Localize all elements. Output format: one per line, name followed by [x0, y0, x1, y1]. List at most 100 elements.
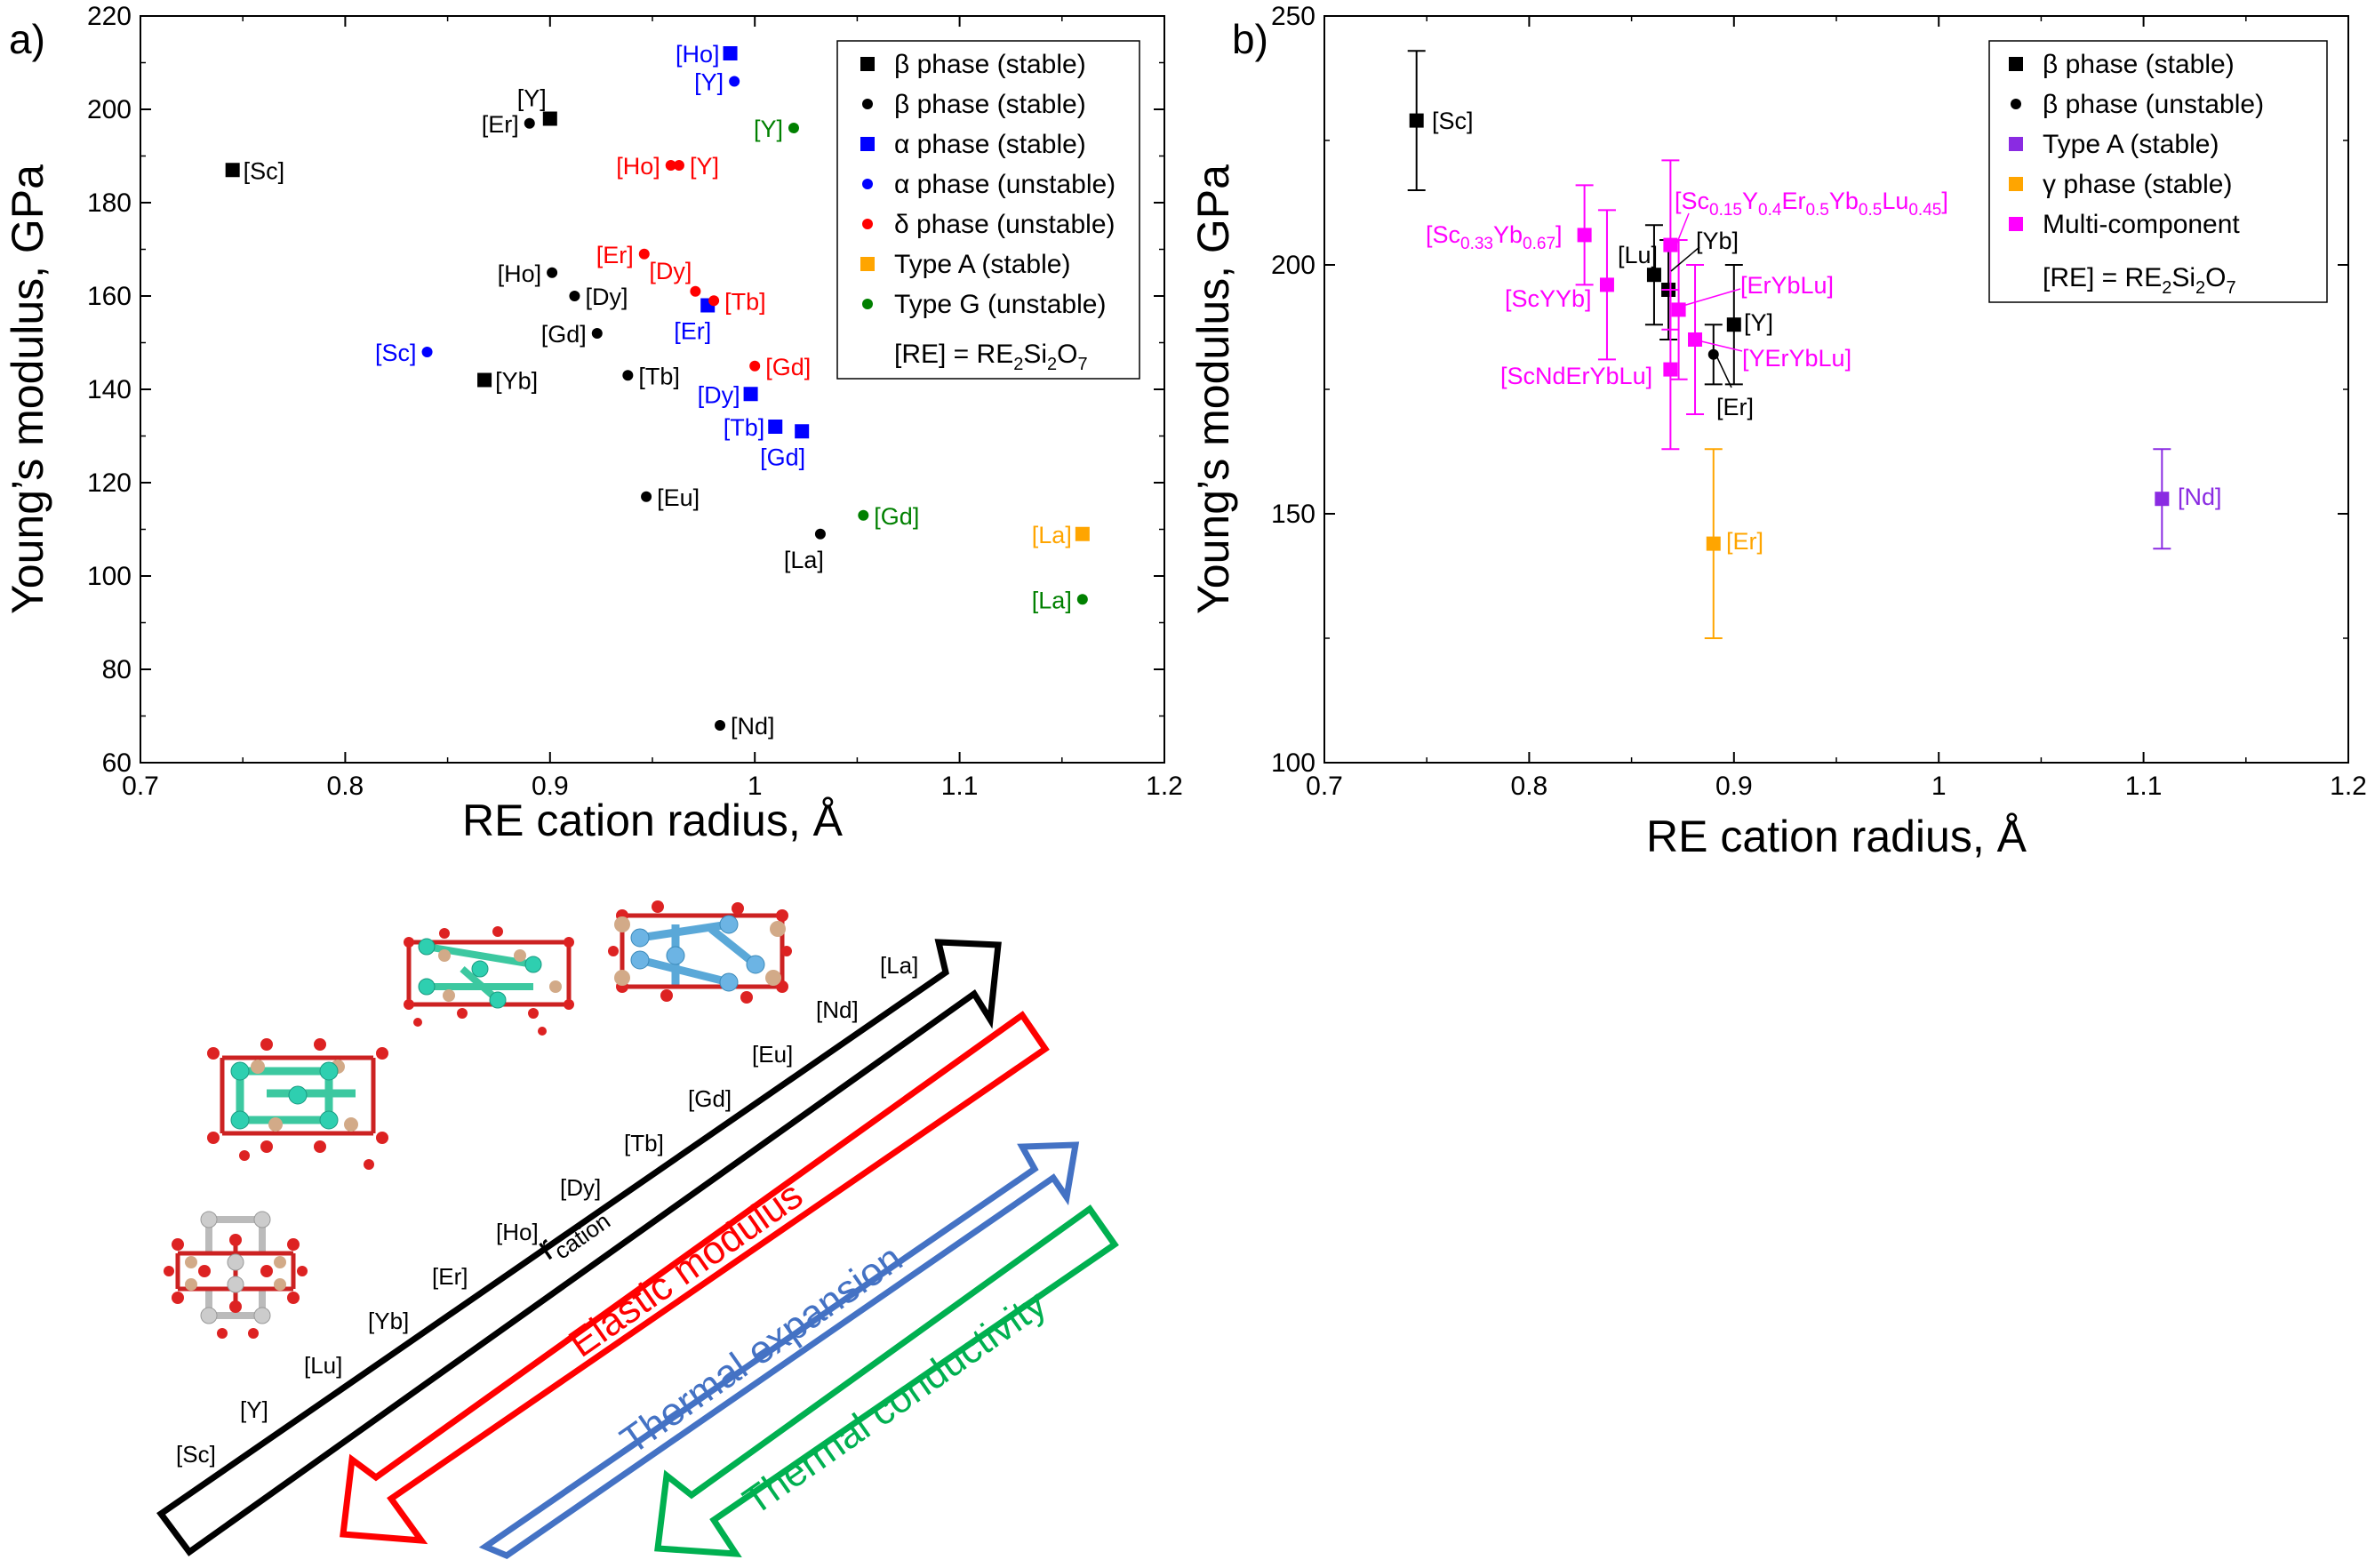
- plot-a-legend-marker: [862, 299, 873, 309]
- x-tick-label: 1.1: [2125, 772, 2163, 801]
- plot-a-point: [715, 720, 726, 731]
- plot-a-point-label: [Er]: [482, 111, 519, 138]
- plot-b-point: [1646, 268, 1661, 283]
- plot-b-legend-marker: [2009, 217, 2023, 231]
- plot-a-point-label: [Yb]: [495, 368, 538, 395]
- schematic-series-label: [La]: [880, 952, 918, 979]
- y-tick-label: 200: [87, 95, 132, 124]
- plot-b-point: [2155, 492, 2170, 507]
- x-tick-label: 0.7: [122, 772, 159, 801]
- panel-b: b) 0.7 0.8 0.9 1 1.1 1.2 100 150 200 250 [Sc] [Lu…: [1188, 2, 2367, 861]
- schematic-series-label: [Lu]: [304, 1352, 342, 1379]
- plot-a-legend-marker: [862, 219, 873, 229]
- thermal-expansion-arrow: [478, 1141, 1080, 1559]
- plot-a-point-label: [Tb]: [638, 363, 680, 389]
- x-tick-label: 1.2: [1146, 772, 1183, 801]
- plot-a-point-label: [Y]: [517, 85, 547, 112]
- plot-a-point: [788, 123, 799, 133]
- plot-b-label-er-gamma: [Er]: [1726, 528, 1763, 555]
- plot-a-point-label: [Dy]: [698, 381, 740, 408]
- schematic-series-label: [Ho]: [496, 1219, 539, 1245]
- plot-b-legend-marker: [2009, 137, 2023, 151]
- plot-a-legend-marker: [860, 57, 875, 71]
- plot-a-point: [477, 372, 492, 388]
- plot-a-legend-entry: α phase (unstable): [894, 170, 1116, 199]
- x-tick-label: 1.1: [941, 772, 979, 801]
- plot-a-point: [708, 295, 720, 307]
- plot-b-label-sc: [Sc]: [1432, 108, 1474, 134]
- plot-b-legend-marker: [2011, 99, 2021, 109]
- plot-a-point-label: [Gd]: [874, 503, 919, 530]
- plot-a-point-label: [Dy]: [585, 284, 628, 310]
- plot-b-legend-marker: [2009, 177, 2023, 191]
- plot-a-point: [421, 347, 433, 357]
- x-tick-label: 0.7: [1306, 772, 1343, 801]
- plot-a-legend-marker: [862, 179, 873, 189]
- schematic-series-label: [Gd]: [688, 1085, 732, 1112]
- plot-a-point: [542, 111, 557, 126]
- plot-b-point: [1726, 317, 1741, 332]
- schematic-series-labels: [Sc] [Y] [Lu] [Yb] [Er] [Ho] [Dy] [Tb] [Gd] [Eu] […: [176, 952, 918, 1468]
- plot-b-label-scnderybl: [ScNdErYbLu]: [1500, 363, 1652, 389]
- plot-b-point: [1599, 277, 1614, 292]
- plot-a-point: [1076, 594, 1088, 605]
- x-tick-label: 0.8: [327, 772, 364, 801]
- schematic-series-label: [Sc]: [176, 1441, 216, 1468]
- x-tick-label: 0.9: [1715, 772, 1753, 801]
- plot-a-point-label: [Ho]: [616, 153, 660, 180]
- plot-b-point: [1688, 332, 1703, 347]
- plot-a-point: [569, 291, 580, 301]
- y-tick-label: 80: [102, 655, 132, 684]
- plot-a-point: [638, 248, 650, 260]
- plot-a-legend: β phase (stable) β phase (stable) α phase …: [836, 40, 1140, 380]
- plot-b-legend-entry: Type A (stable): [2043, 130, 2219, 159]
- plot-b-legend-box: [1988, 40, 2328, 303]
- plot-b-label-er: [Er]: [1716, 394, 1754, 420]
- plot-a-xlabel: RE cation radius, Å: [462, 796, 844, 845]
- rcation-arrow: [156, 939, 1002, 1556]
- schematic: [Sc] [Y] [Lu] [Yb] [Er] [Ho] [Dy] [Tb] [Gd] [Eu] […: [156, 900, 1119, 1559]
- plot-a-point: [795, 424, 810, 439]
- plot-b-point: [1577, 228, 1592, 243]
- y-tick-label: 200: [1271, 251, 1315, 280]
- plot-b-label-scyyb: [ScYYb]: [1505, 285, 1592, 312]
- y-tick-label: 60: [102, 748, 132, 778]
- y-tick-label: 220: [87, 2, 132, 31]
- plot-b-point-labels: [Sc] [Lu] [Yb] [Y] [Er] [Nd] [Er] [Sc0.3…: [1426, 108, 2222, 555]
- plot-b-point: [1663, 237, 1678, 252]
- plot-a-point: [547, 267, 558, 278]
- plot-a-ylabel: Young’s modulus, GPa: [3, 164, 52, 614]
- plot-a-point-label: [Tb]: [724, 414, 765, 441]
- plot-a-point: [622, 370, 634, 381]
- plot-a-legend-marker: [860, 137, 875, 151]
- plot-a-legend-entry: α phase (stable): [894, 130, 1086, 159]
- plot-b-label-yerybl: [YErYbLu]: [1742, 345, 1851, 372]
- y-tick-label: 100: [1271, 748, 1315, 778]
- plot-a-legend-marker: [860, 257, 875, 271]
- plot-a-axes: 0.7 0.8 0.9 1 1.1 1.2 60 80 100 120 140 160 180 200 22…: [87, 2, 1183, 801]
- plot-a-point: [225, 163, 240, 178]
- plot-a-point-label: [Gd]: [541, 321, 587, 348]
- plot-b-label-lu: [Lu]: [1618, 242, 1658, 268]
- plot-a-point-label: [Y]: [694, 69, 724, 96]
- plot-a-point: [1075, 526, 1090, 541]
- plot-b-ylabel: Young’s modulus, GPa: [1188, 164, 1238, 614]
- plot-b-legend-entry: Multi-component: [2043, 210, 2240, 239]
- plot-a-point-label: [La]: [1032, 522, 1072, 548]
- plot-a-point-label: [Nd]: [731, 713, 775, 740]
- plot-a-point: [673, 160, 684, 171]
- panel-a: a) 0.7 0.8 0.9 1 1.1 1.2 60 80 100 120 140 160 180 20…: [3, 2, 1183, 845]
- plot-b-legend-entry: β phase (unstable): [2043, 90, 2264, 119]
- leader-yerybl: [1697, 340, 1743, 352]
- plot-b-point: [1706, 536, 1721, 551]
- plot-a-point: [749, 360, 761, 372]
- elastic-modulus-arrow: [340, 1011, 1050, 1545]
- plot-a-point-label: [Gd]: [765, 354, 811, 380]
- leader-er: [1715, 353, 1732, 388]
- plot-a-point-label: [Er]: [596, 242, 634, 268]
- y-tick-label: 150: [1271, 500, 1315, 529]
- plot-a-point-label: [Sc]: [375, 340, 417, 366]
- plot-b-label-erybl: [ErYbLu]: [1740, 272, 1834, 299]
- plot-a-point-label: [Ho]: [676, 41, 720, 68]
